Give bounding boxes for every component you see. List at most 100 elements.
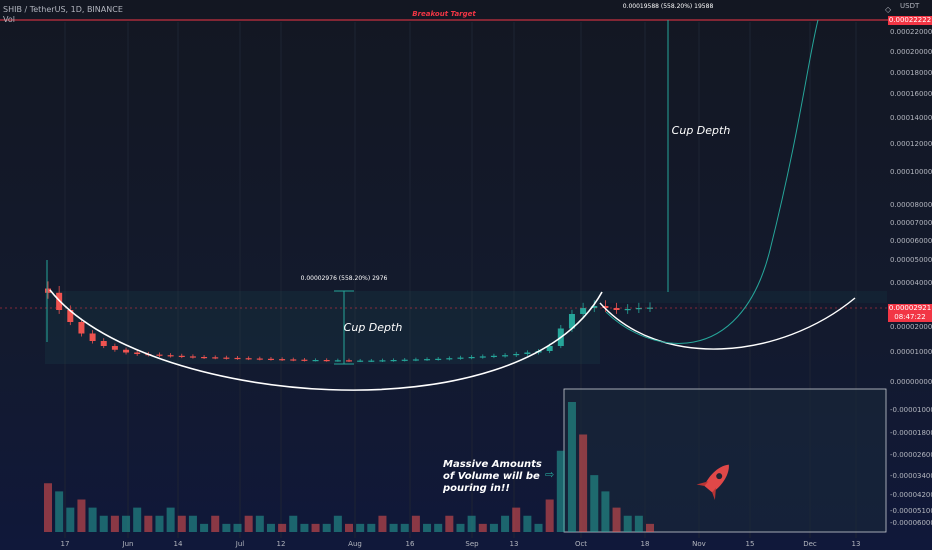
candle-body bbox=[357, 360, 364, 362]
candle-body bbox=[635, 308, 642, 310]
handle-zone bbox=[600, 291, 887, 303]
volume-bar bbox=[166, 507, 175, 532]
candle-body bbox=[167, 355, 174, 357]
y-axis-tick-label: -0.00001800 bbox=[890, 429, 932, 437]
measure-label-right: 0.00019588 (558.20%) 19588 bbox=[623, 3, 714, 10]
volume-bar bbox=[456, 523, 465, 532]
candle-body bbox=[546, 346, 553, 351]
volume-bar bbox=[590, 475, 599, 532]
breakout-target-label: Breakout Target bbox=[412, 10, 476, 18]
volume-bar bbox=[278, 523, 287, 532]
volume-bar bbox=[77, 499, 86, 532]
volume-bar bbox=[333, 515, 342, 532]
volume-bar bbox=[478, 523, 487, 532]
candle-body bbox=[334, 360, 341, 362]
x-axis-tick-label: Aug bbox=[348, 540, 362, 548]
x-axis-tick-label: Oct bbox=[575, 540, 587, 548]
candle-body bbox=[123, 349, 130, 353]
y-axis-tick-label: 0.00008000 bbox=[890, 201, 932, 209]
candle-body bbox=[312, 360, 319, 362]
candle-body bbox=[390, 360, 397, 362]
candle-body bbox=[435, 358, 442, 360]
x-axis-tick-label: 14 bbox=[174, 540, 183, 548]
candle-body bbox=[223, 357, 230, 359]
candle-body bbox=[513, 354, 520, 356]
candle-body bbox=[591, 306, 598, 308]
countdown-tag: 08:47:22 bbox=[888, 313, 932, 322]
y-axis-tick-label: -0.00001000 bbox=[890, 406, 932, 414]
measure-label-left: 0.00002976 (558.20%) 2976 bbox=[301, 275, 388, 282]
diamond-icon[interactable]: ◇ bbox=[885, 5, 892, 14]
volume-bar bbox=[411, 515, 420, 532]
volume-highlight-box bbox=[563, 388, 887, 533]
candle-body bbox=[290, 359, 297, 361]
x-axis-tick-label: Dec bbox=[803, 540, 817, 548]
volume-bar bbox=[601, 491, 610, 532]
candle-body bbox=[424, 359, 431, 361]
rocket-icon bbox=[696, 464, 729, 500]
candle-body bbox=[323, 360, 330, 362]
x-axis-tick-label: 16 bbox=[406, 540, 415, 548]
candle-body bbox=[524, 352, 531, 354]
volume-bar bbox=[99, 515, 108, 532]
volume-indicator-label: Vol bbox=[3, 15, 15, 24]
candle-body bbox=[178, 355, 185, 357]
rocket-fin-left bbox=[696, 481, 709, 486]
candle-body bbox=[134, 352, 141, 354]
volume-bar bbox=[423, 523, 432, 532]
currency-label: USDT bbox=[900, 2, 920, 10]
volume-bar bbox=[311, 523, 320, 532]
cup-depth-label-left: Cup Depth bbox=[344, 321, 403, 334]
y-axis-tick-label: 0.00018000 bbox=[890, 69, 932, 77]
candle-body bbox=[479, 356, 486, 358]
x-axis-tick-label: 13 bbox=[510, 540, 519, 548]
volume-note-line3: pouring in!! bbox=[442, 483, 510, 494]
cup-depth-label-right: Cup Depth bbox=[672, 124, 731, 137]
candle-body bbox=[379, 360, 386, 362]
candle-body bbox=[301, 359, 308, 361]
x-axis-tick-label: 13 bbox=[852, 540, 861, 548]
projection-curve bbox=[605, 19, 819, 344]
volume-bar bbox=[445, 515, 454, 532]
y-axis-tick-label: 0.00022000 bbox=[890, 28, 932, 36]
volume-bar bbox=[110, 515, 119, 532]
volume-note-line1: Massive Amounts bbox=[443, 459, 542, 470]
candle-body bbox=[201, 357, 208, 359]
symbol-title: SHIB / TetherUS, 1D, BINANCE bbox=[3, 5, 123, 14]
y-axis-tick-label: 0.00000000 bbox=[890, 378, 932, 386]
candle-body bbox=[212, 357, 219, 359]
volume-bar bbox=[612, 507, 621, 532]
candle-body bbox=[446, 358, 453, 360]
candle-body bbox=[111, 346, 118, 350]
candle-body bbox=[234, 357, 241, 360]
volume-bar bbox=[322, 523, 331, 532]
candle-body bbox=[189, 356, 196, 358]
y-axis-tick-label: 0.00006000 bbox=[890, 237, 932, 245]
y-axis-tick-label: 0.00014000 bbox=[890, 114, 932, 122]
candle-body bbox=[468, 357, 475, 359]
arrow-icon: ⇨ bbox=[545, 468, 554, 481]
volume-bar bbox=[534, 523, 543, 532]
x-axis-tick-label: Jun bbox=[122, 540, 134, 548]
volume-bar bbox=[144, 515, 153, 532]
volume-note-line2: of Volume will be bbox=[443, 471, 540, 482]
y-axis-tick-label: 0.00010000 bbox=[890, 168, 932, 176]
y-axis-tick-label: -0.00004200 bbox=[890, 491, 932, 499]
volume-bar bbox=[177, 515, 186, 532]
volume-bar bbox=[634, 515, 643, 532]
volume-bar bbox=[467, 515, 476, 532]
volume-bar bbox=[356, 523, 365, 532]
volume-bar bbox=[88, 507, 97, 532]
volume-bar bbox=[289, 515, 298, 532]
candle-body bbox=[457, 357, 464, 359]
candle-body bbox=[624, 309, 631, 311]
volume-bar bbox=[501, 515, 510, 532]
volume-bar bbox=[44, 483, 52, 532]
volume-bar bbox=[200, 523, 209, 532]
volume-bar bbox=[55, 491, 64, 532]
candle-body bbox=[346, 360, 352, 362]
y-axis-tick-label: -0.00002600 bbox=[890, 451, 932, 459]
volume-bar bbox=[300, 523, 309, 532]
volume-bar bbox=[244, 515, 253, 532]
